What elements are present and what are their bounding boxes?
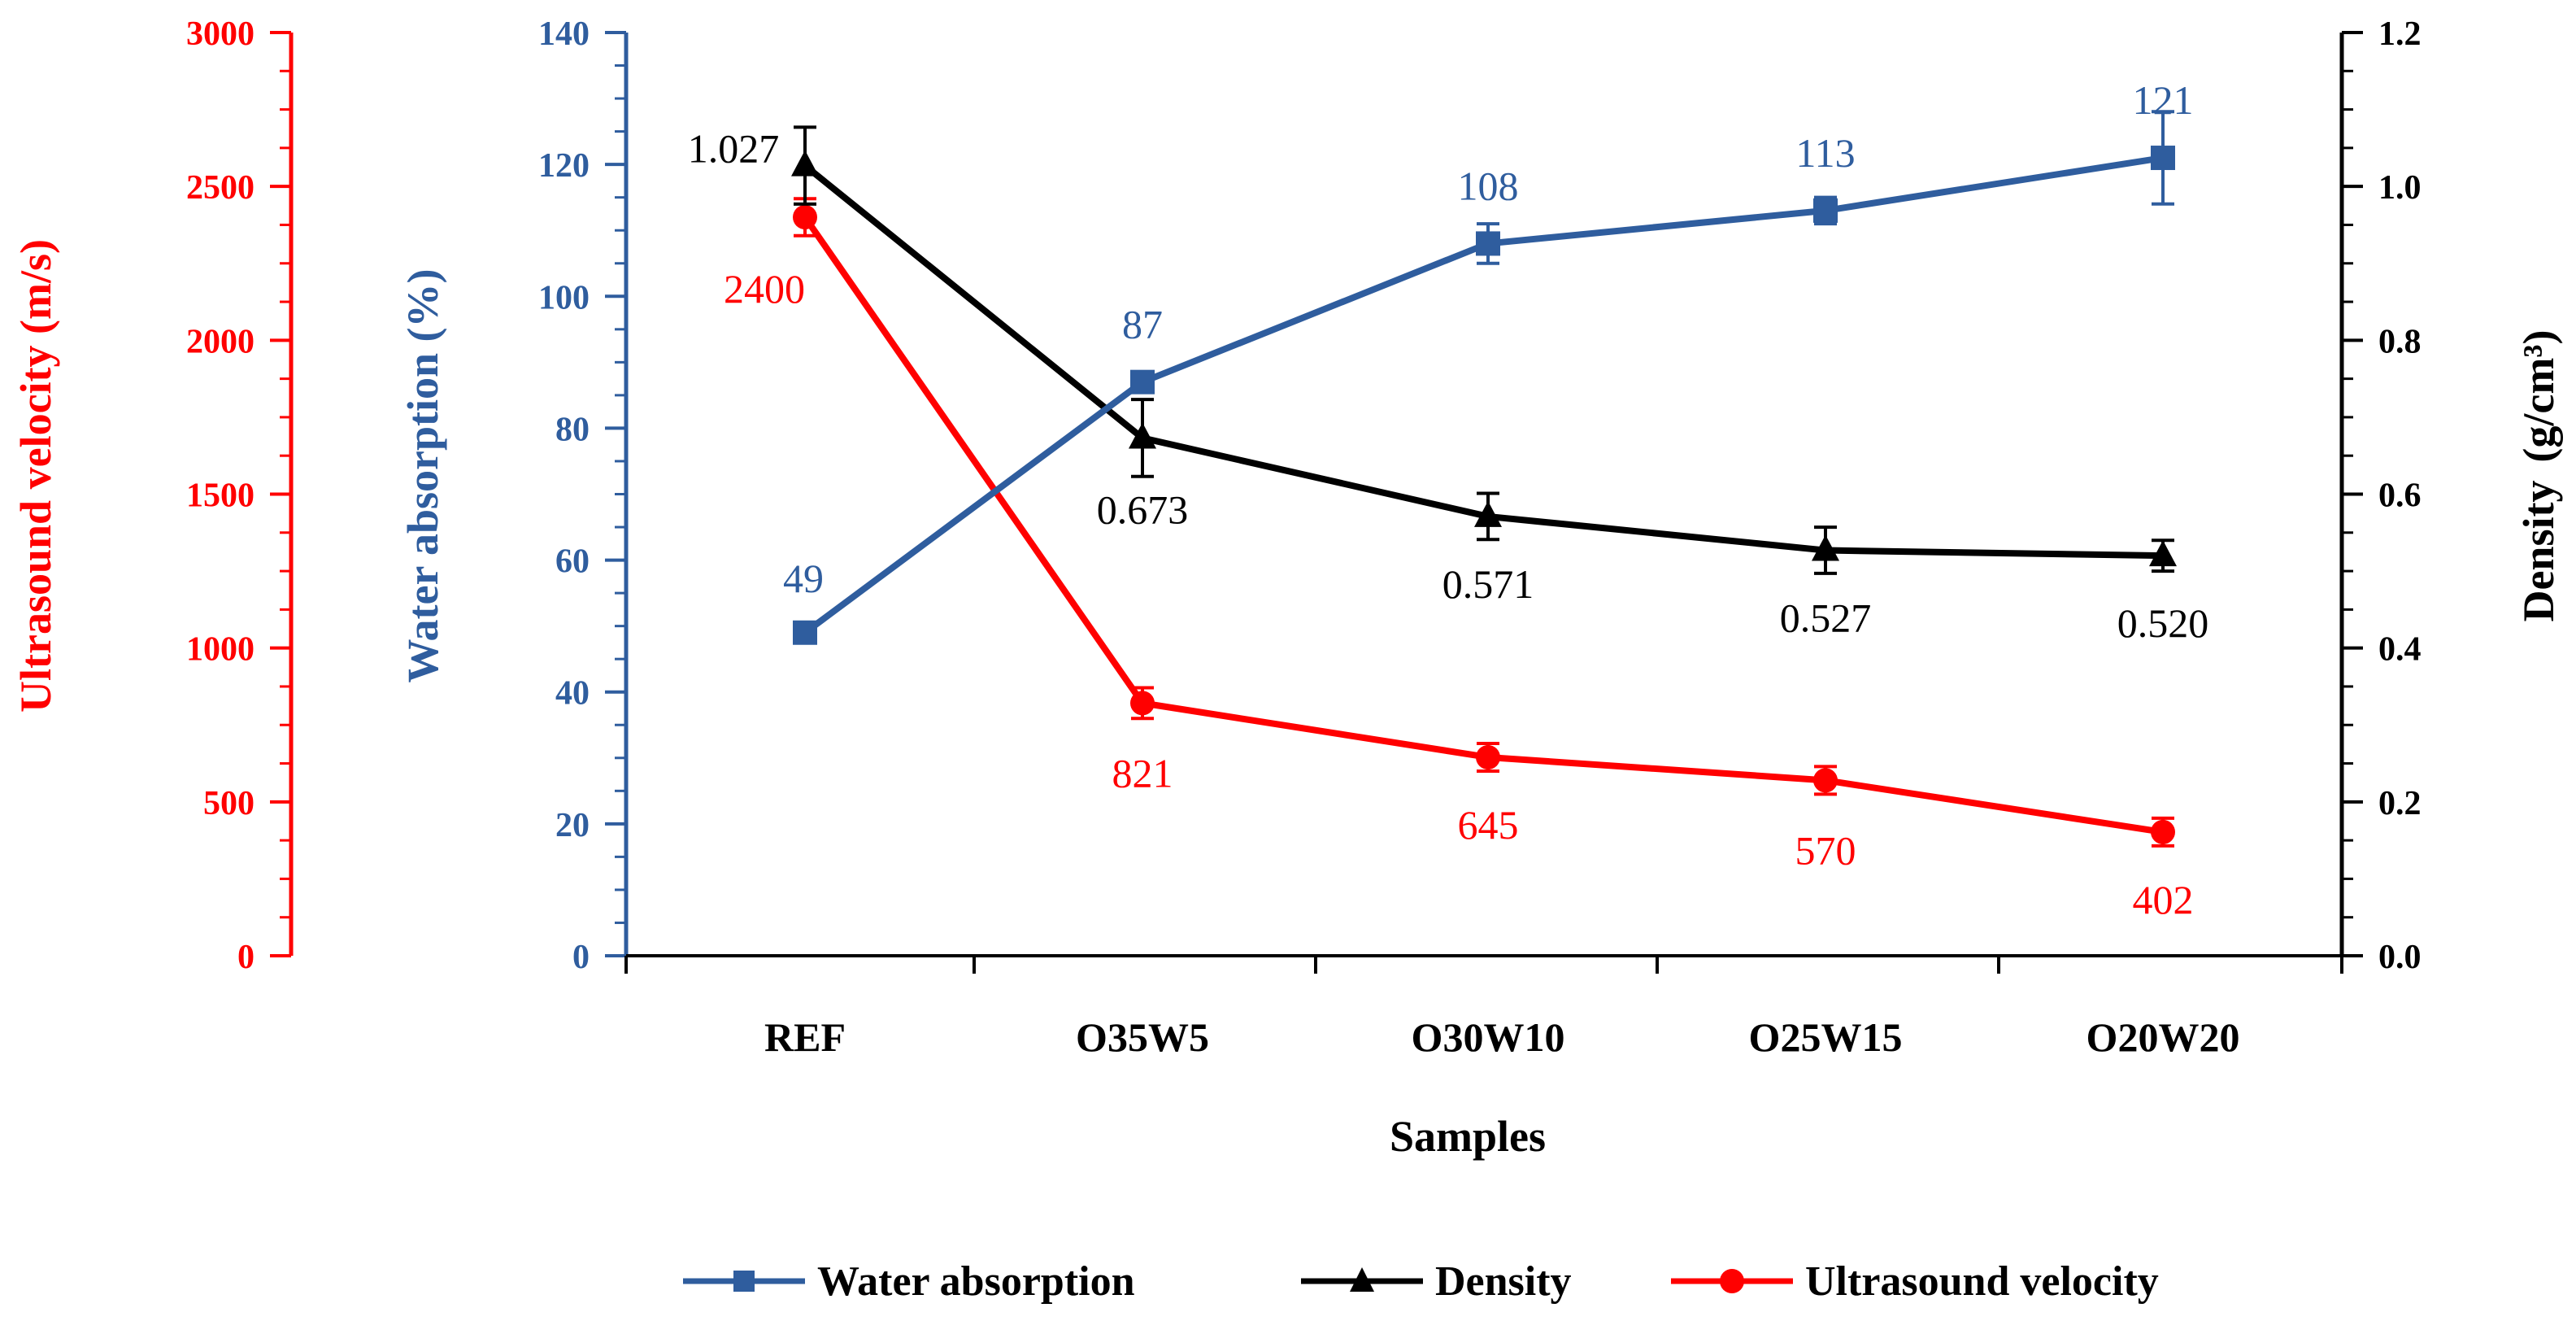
water-absorption-point xyxy=(793,620,817,645)
density-tick-label: 0.8 xyxy=(2378,323,2422,360)
data-label: 402 xyxy=(2133,877,2194,922)
legend-density-marker xyxy=(1350,1267,1374,1292)
data-label: 113 xyxy=(1795,130,1855,176)
density-point xyxy=(1474,500,1502,527)
x-tick-label: O30W10 xyxy=(1412,1014,1565,1060)
density-axis-title: Density (g/cm³) xyxy=(2514,329,2563,621)
water-tick-label: 60 xyxy=(555,543,590,581)
water-tick-label: 0 xyxy=(572,939,590,976)
data-label: 108 xyxy=(1458,163,1519,208)
x-axis-title: Samples xyxy=(1390,1112,1546,1161)
density-axis-title-unit: (g/cm³) xyxy=(2514,329,2563,462)
water-absorption-point xyxy=(2151,146,2175,171)
legend-velocity-label: Ultrasound velocity xyxy=(1805,1258,2159,1305)
water-tick-label: 120 xyxy=(538,147,590,185)
legend: Water absorption Density Ultrasound velo… xyxy=(683,1258,2159,1305)
ultrasound-velocity-point xyxy=(793,205,817,229)
velocity-tick-label: 500 xyxy=(203,785,255,822)
data-label: 0.527 xyxy=(1780,595,1872,641)
legend-water-marker xyxy=(733,1271,755,1292)
data-label: 0.673 xyxy=(1097,486,1189,532)
x-tick-label: O25W15 xyxy=(1749,1014,1903,1060)
data-label: 2400 xyxy=(724,266,805,312)
legend-velocity-marker xyxy=(1720,1269,1744,1293)
velocity-tick-label: 0 xyxy=(237,939,255,976)
data-label: 49 xyxy=(783,556,824,601)
water-tick-label: 80 xyxy=(555,411,590,448)
density-point xyxy=(791,150,819,177)
data-label: 645 xyxy=(1458,802,1519,848)
density-point xyxy=(1129,422,1156,449)
data-label: 570 xyxy=(1795,827,1856,873)
data-label: 0.520 xyxy=(2117,600,2209,646)
density-tick-label: 0.4 xyxy=(2378,631,2422,669)
water-absorption-point xyxy=(1476,231,1500,256)
data-label: 1.027 xyxy=(688,126,780,172)
water-tick-label: 20 xyxy=(555,807,590,844)
density-tick-label: 0.6 xyxy=(2378,477,2422,515)
density-point xyxy=(1812,534,1839,561)
data-label: 0.571 xyxy=(1442,561,1534,607)
velocity-tick-label: 1000 xyxy=(186,631,255,669)
water-tick-label: 100 xyxy=(538,279,590,316)
water-absorption-point xyxy=(1130,369,1155,395)
velocity-axis-title: Ultrasound velocity (m/s) xyxy=(11,239,60,713)
water-axis-title: Water absorption (%) xyxy=(398,269,447,683)
data-label: 121 xyxy=(2133,77,2194,123)
legend-density-label: Density xyxy=(1435,1258,1572,1305)
water-tick-label: 40 xyxy=(555,675,590,713)
ultrasound-velocity-point xyxy=(2151,819,2175,844)
velocity-tick-label: 3000 xyxy=(186,15,255,53)
legend-water-label: Water absorption xyxy=(817,1258,1135,1305)
ultrasound-velocity-point xyxy=(1813,768,1838,793)
water-tick-label: 140 xyxy=(538,15,590,53)
density-tick-label: 1.0 xyxy=(2378,169,2422,207)
density-axis-title-name: Density xyxy=(2514,481,2563,622)
x-tick-label: O20W20 xyxy=(2086,1014,2240,1060)
density-tick-label: 0.2 xyxy=(2378,785,2422,822)
data-label: 821 xyxy=(1112,750,1173,796)
density-point xyxy=(2149,540,2177,567)
velocity-tick-label: 2500 xyxy=(186,169,255,207)
ultrasound-velocity-point xyxy=(1130,691,1155,716)
data-label: 87 xyxy=(1122,302,1163,347)
ultrasound-velocity-point xyxy=(1476,744,1500,769)
velocity-tick-label: 2000 xyxy=(186,323,255,360)
density-tick-label: 0.0 xyxy=(2378,939,2422,976)
x-tick-label: REF xyxy=(764,1014,846,1060)
x-tick-label: O35W5 xyxy=(1076,1014,1209,1060)
water-absorption-point xyxy=(1813,198,1838,223)
velocity-tick-label: 1500 xyxy=(186,477,255,515)
density-tick-label: 1.2 xyxy=(2378,15,2422,53)
